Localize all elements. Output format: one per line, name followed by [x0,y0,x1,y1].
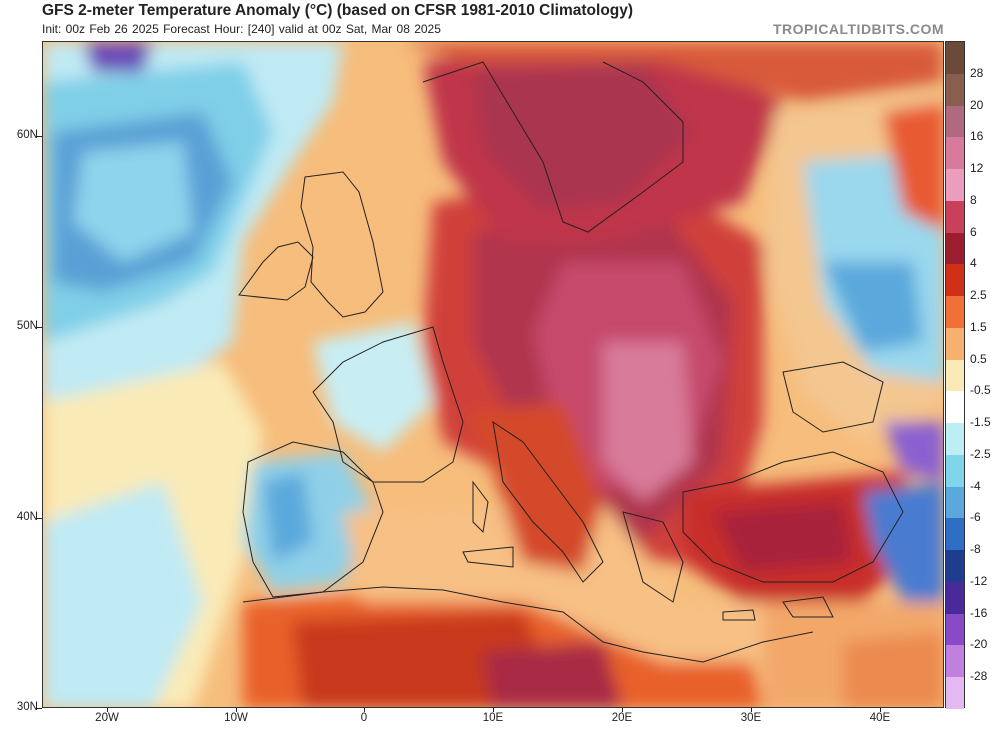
colorbar-label: -12 [970,573,988,588]
colorbar-segment [946,232,964,265]
colorbar-label: -28 [970,669,988,684]
colorbar-label: 8 [970,192,977,207]
colorbar-segment [946,105,964,138]
lon-label: 10W [224,712,248,724]
lat-label: 50N [16,320,38,332]
lon-tick [493,708,494,712]
colorbar-segment [946,454,964,488]
lon-tick [236,708,237,712]
colorbar-segment [946,264,964,297]
colorbar-label: -1.5 [970,415,991,430]
lat-label: 30N [16,701,38,713]
colorbar-segment [946,613,964,646]
colorbar-label: 2.5 [970,288,987,303]
colorbar-label: 20 [970,97,984,112]
colorbar-label: 6 [970,224,977,239]
colorbar-label: 4 [970,256,977,271]
anomaly-fields [43,42,943,707]
colorbar-label: -16 [970,605,988,620]
colorbar-segment [946,581,964,615]
colorbar-segment [946,423,964,456]
colorbar-segment [946,550,964,583]
lon-label: 30E [740,712,762,724]
colorbar-label: -20 [970,637,988,652]
colorbar-label: -4 [970,478,981,493]
colorbar-label: -8 [970,542,981,557]
coastlines-sharp [238,61,904,663]
colorbar-label: -6 [970,510,981,525]
colorbar-segment [946,391,964,424]
colorbar-segment [946,677,964,710]
colorbar-segment [946,359,964,392]
lon-label: 10E [482,712,504,724]
colorbar-label: 1.5 [970,319,987,334]
lon-tick [107,708,108,712]
colorbar-segment [946,169,964,202]
colorbar-segment [946,486,964,519]
map-canvas [43,42,943,707]
lon-tick [364,708,365,712]
lon-tick [622,708,623,712]
lat-tick [36,327,42,328]
colorbar-label: -0.5 [970,383,991,398]
temperature-anomaly-map [42,41,944,708]
colorbar-label: 28 [970,65,984,80]
lon-label: 40E [869,712,891,724]
lon-label: 20W [95,712,119,724]
lat-label: 40N [16,511,38,523]
colorbar-segment [946,73,964,106]
colorbar [945,41,965,710]
colorbar-label: -2.5 [970,446,991,461]
colorbar-segment [946,518,964,551]
colorbar-segment [946,645,964,678]
colorbar-label: 0.5 [970,351,987,366]
lat-tick [36,518,42,519]
colorbar-label: 12 [970,161,984,176]
lon-tick [880,708,881,712]
colorbar-segment [946,327,964,361]
chart-subtitle: Init: 00z Feb 26 2025 Forecast Hour: [24… [42,22,441,36]
colorbar-label: 16 [970,129,984,144]
lat-tick [36,708,42,709]
lat-label: 60N [16,129,38,141]
watermark: TROPICALTIDBITS.COM [772,21,944,37]
chart-title: GFS 2-meter Temperature Anomaly (°C) (ba… [42,2,634,19]
colorbar-segment [946,42,964,75]
colorbar-segment [946,200,964,234]
colorbar-segment [946,137,964,170]
lat-tick [36,136,42,137]
lon-tick [751,708,752,712]
lon-label: 0 [360,712,368,724]
lon-label: 20E [611,712,633,724]
colorbar-segment [946,296,964,329]
